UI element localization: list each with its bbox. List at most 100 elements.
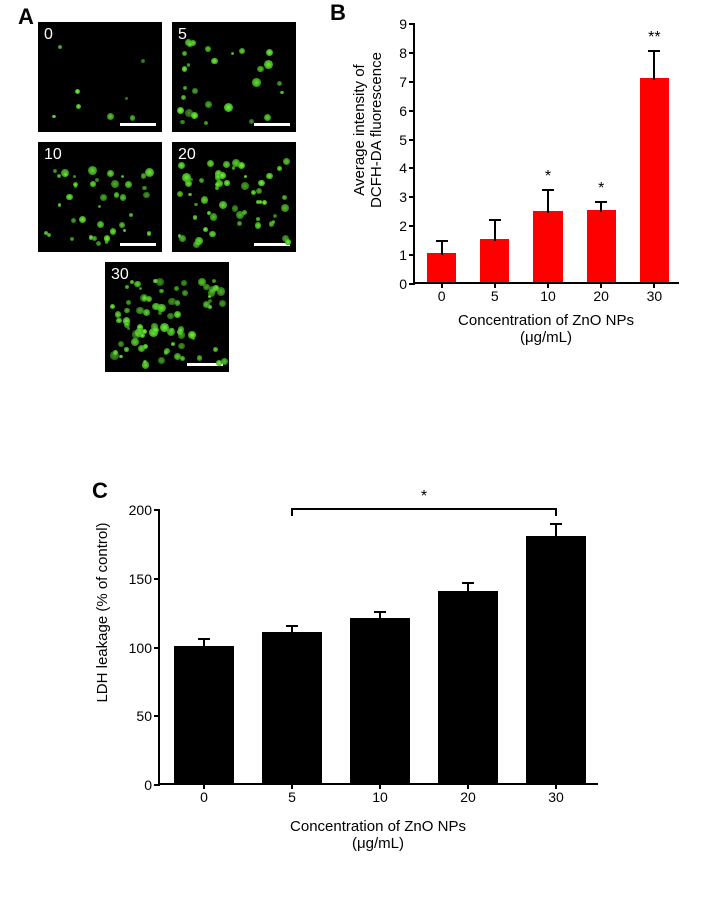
fluorescent-dot xyxy=(57,174,61,178)
fluorescent-dot xyxy=(52,115,56,119)
fluorescent-dot xyxy=(130,280,134,284)
fluorescent-dot xyxy=(73,182,78,187)
y-tick-label: 9 xyxy=(399,16,415,32)
micrograph: 20 xyxy=(172,142,296,252)
fluorescent-dot xyxy=(123,229,126,232)
micrograph-conc-label: 0 xyxy=(44,26,53,44)
fluorescent-dot xyxy=(281,204,289,212)
error-cap xyxy=(542,189,554,191)
panel-b-plot-area: 01234567890510*20*30** xyxy=(413,24,679,284)
fluorescent-dot xyxy=(70,237,74,241)
x-tick-label: 0 xyxy=(438,282,446,304)
fluorescent-dot xyxy=(181,280,186,285)
fluorescent-dot xyxy=(53,169,57,173)
fluorescent-dot xyxy=(168,298,175,305)
sig-bracket-label: * xyxy=(421,488,427,506)
fluorescent-dot xyxy=(178,343,185,350)
panel-b-xlabel: Concentration of ZnO NPs (μg/mL) xyxy=(413,312,679,346)
panel-c-ylabel: LDH leakage (% of control) xyxy=(94,475,111,750)
scalebar xyxy=(254,123,290,126)
fluorescent-dot xyxy=(285,239,291,245)
fluorescent-dot xyxy=(90,181,96,187)
fluorescent-dot xyxy=(257,66,264,73)
panel-b-ylabel: Average intensity of DCFH-DA fluorescenc… xyxy=(351,0,385,260)
fluorescent-dot xyxy=(175,300,180,305)
fluorescent-dot xyxy=(208,305,212,309)
panel-c-xlabel-line2: (μg/mL) xyxy=(158,835,598,852)
fluorescent-dot xyxy=(223,161,230,168)
error-bar xyxy=(600,202,602,212)
y-tick-label: 2 xyxy=(399,218,415,234)
fluorescent-dot xyxy=(182,51,187,56)
fluorescent-dot xyxy=(188,193,192,197)
fluorescent-dot xyxy=(210,213,218,221)
x-tick-label: 5 xyxy=(491,282,499,304)
fluorescent-dot xyxy=(237,221,242,226)
fluorescent-dot xyxy=(88,166,97,175)
fluorescent-dot xyxy=(193,241,200,248)
panel-c-xlabel-line1: Concentration of ZnO NPs xyxy=(158,818,598,835)
fluorescent-dot xyxy=(231,52,234,55)
y-tick-label: 50 xyxy=(136,708,160,724)
bar xyxy=(526,536,586,784)
fluorescent-dot xyxy=(158,357,165,364)
fluorescent-dot xyxy=(241,182,249,190)
fluorescent-dot xyxy=(174,311,181,318)
fluorescent-dot xyxy=(187,63,190,66)
panel-b-ylabel-line2: DCFH-DA fluorescence xyxy=(368,0,385,260)
error-bar xyxy=(653,51,655,80)
fluorescent-dot xyxy=(178,326,184,332)
significance-marker: ** xyxy=(648,29,660,47)
fluorescent-dot xyxy=(110,228,117,235)
fluorescent-dot xyxy=(180,120,184,124)
fluorescent-dot xyxy=(213,347,218,352)
fluorescent-dot xyxy=(95,178,98,181)
fluorescent-dot xyxy=(125,285,129,289)
significance-marker: * xyxy=(545,168,551,186)
sig-bracket-tick xyxy=(291,508,293,516)
x-tick-label: 30 xyxy=(548,783,564,805)
micrograph: 10 xyxy=(38,142,162,252)
micrograph: 0 xyxy=(38,22,162,132)
error-bar xyxy=(547,190,549,213)
fluorescent-dot xyxy=(58,45,62,49)
fluorescent-dot xyxy=(177,191,183,197)
x-tick-label: 30 xyxy=(647,282,663,304)
fluorescent-dot xyxy=(121,175,124,178)
error-bar xyxy=(555,524,557,538)
fluorescent-dot xyxy=(219,172,226,179)
x-tick-label: 10 xyxy=(372,783,388,805)
fluorescent-dot xyxy=(182,290,188,296)
fluorescent-dot xyxy=(174,353,181,360)
fluorescent-dot xyxy=(139,287,143,291)
fluorescent-dot xyxy=(203,284,210,291)
error-cap xyxy=(595,201,607,203)
error-cap xyxy=(550,523,562,525)
panel-c-plot-area: 05010015020005102030* xyxy=(158,510,598,785)
x-tick-label: 0 xyxy=(200,783,208,805)
error-cap xyxy=(436,240,448,242)
fluorescent-dot xyxy=(76,104,81,109)
fluorescent-dot xyxy=(96,241,102,247)
panel-c-chart: 05010015020005102030* LDH leakage (% of … xyxy=(70,490,630,890)
fluorescent-dot xyxy=(224,180,229,185)
fluorescent-dot xyxy=(174,286,179,291)
fluorescent-dot xyxy=(216,360,222,366)
error-bar xyxy=(291,626,293,634)
fluorescent-dot xyxy=(224,103,233,112)
fluorescent-dot xyxy=(152,327,159,334)
fluorescent-dot xyxy=(264,60,273,69)
fluorescent-dot xyxy=(110,351,119,360)
fluorescent-dot xyxy=(119,355,123,359)
fluorescent-dot xyxy=(205,101,212,108)
fluorescent-dot xyxy=(183,86,188,91)
fluorescent-dot xyxy=(251,190,256,195)
bar xyxy=(480,239,509,282)
panel-b-xlabel-line1: Concentration of ZnO NPs xyxy=(413,312,679,329)
fluorescent-dot xyxy=(277,166,282,171)
fluorescent-dot xyxy=(63,172,68,177)
x-tick-label: 5 xyxy=(288,783,296,805)
fluorescent-dot xyxy=(141,173,147,179)
bar xyxy=(533,211,562,282)
fluorescent-dot xyxy=(192,88,198,94)
